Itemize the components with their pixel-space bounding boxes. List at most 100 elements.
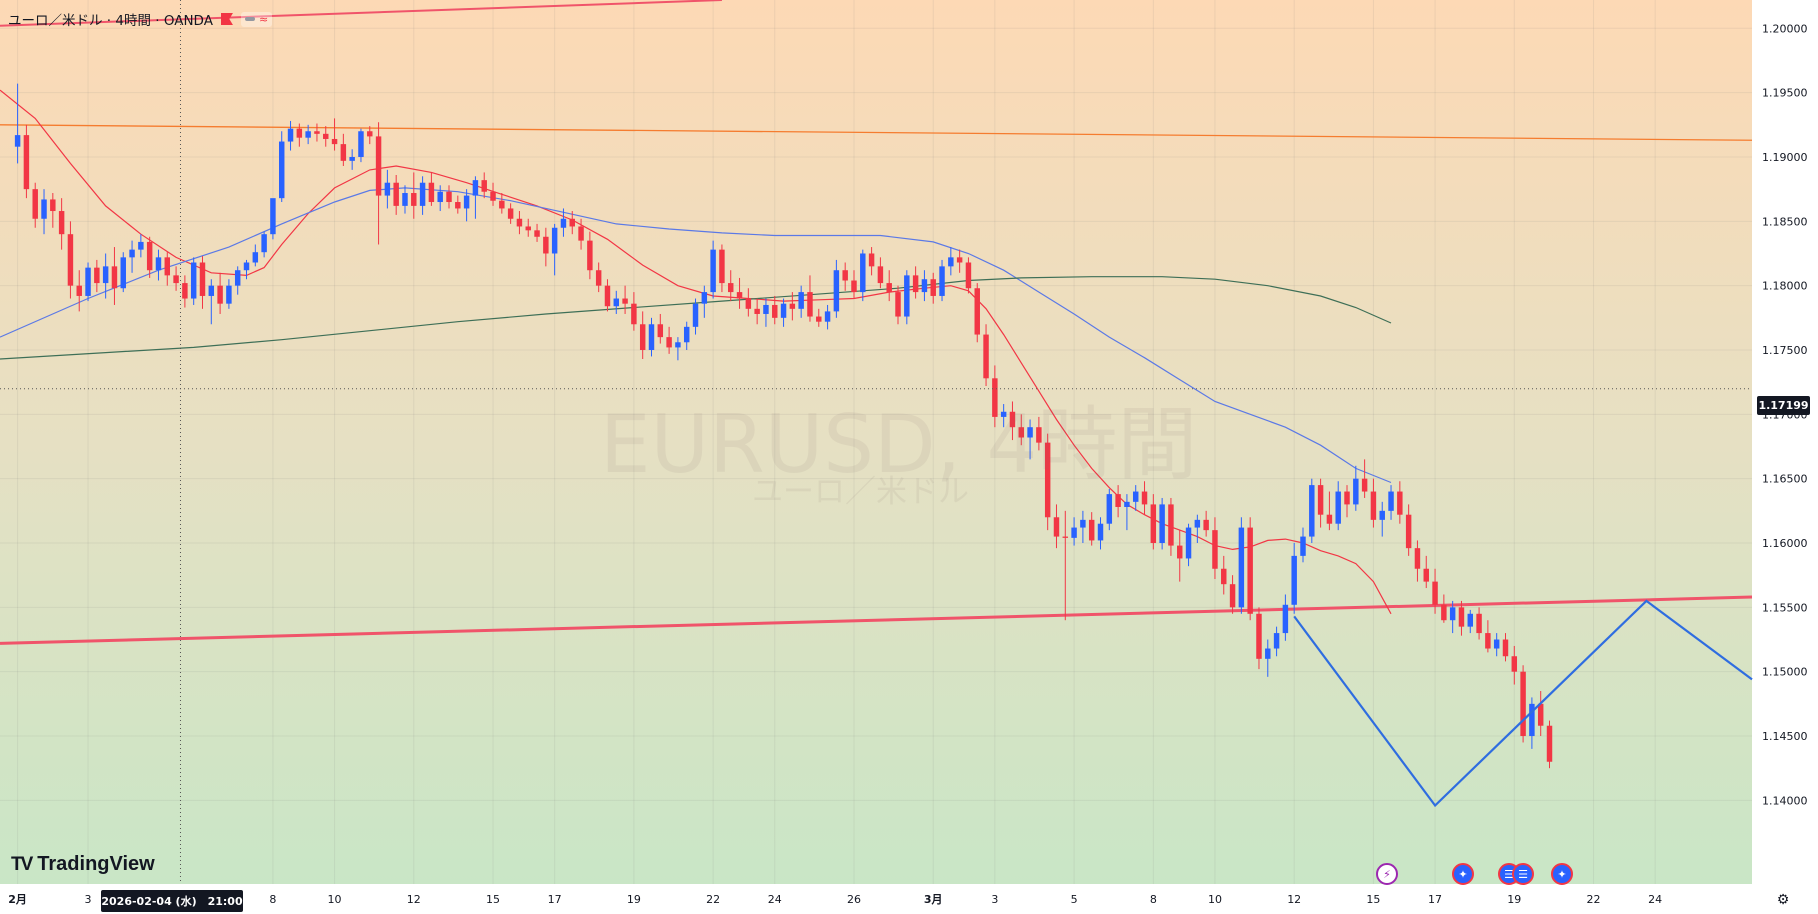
- candle[interactable]: [270, 198, 276, 240]
- candle[interactable]: [543, 227, 549, 267]
- candle[interactable]: [1168, 497, 1174, 556]
- candle[interactable]: [85, 262, 91, 302]
- candle[interactable]: [851, 270, 857, 299]
- candle[interactable]: [613, 290, 620, 314]
- candle[interactable]: [701, 285, 708, 318]
- candle[interactable]: [155, 249, 162, 281]
- candle[interactable]: [1388, 485, 1394, 520]
- candle[interactable]: [631, 292, 637, 331]
- tradingview-logo[interactable]: TV TradingView: [11, 853, 155, 876]
- candle[interactable]: [683, 321, 690, 350]
- candle[interactable]: [234, 266, 241, 295]
- candle[interactable]: [833, 259, 840, 318]
- candle[interactable]: [710, 240, 716, 299]
- candle[interactable]: [58, 198, 65, 250]
- candle[interactable]: [375, 122, 382, 245]
- candle[interactable]: [50, 193, 56, 228]
- candle[interactable]: [1088, 512, 1095, 546]
- flag-icon[interactable]: [220, 13, 233, 25]
- candle[interactable]: [164, 252, 171, 286]
- candle[interactable]: [1370, 478, 1377, 528]
- candle[interactable]: [860, 249, 866, 302]
- candle[interactable]: [278, 131, 285, 203]
- candle[interactable]: [666, 326, 672, 354]
- candle[interactable]: [419, 176, 426, 215]
- candle[interactable]: [1423, 555, 1429, 589]
- candle[interactable]: [1467, 609, 1474, 634]
- candle[interactable]: [296, 123, 303, 147]
- candle[interactable]: [1546, 720, 1553, 769]
- candle[interactable]: [463, 189, 470, 222]
- symbol-title[interactable]: ユーロ／米ドル · 4時間 · OANDA: [8, 13, 213, 29]
- candle[interactable]: [455, 195, 461, 214]
- candle[interactable]: [983, 324, 989, 387]
- candle[interactable]: [120, 252, 126, 293]
- candle[interactable]: [1132, 485, 1139, 511]
- candle[interactable]: [1265, 639, 1271, 677]
- candle[interactable]: [182, 275, 188, 308]
- candle[interactable]: [226, 279, 232, 309]
- candle[interactable]: [1414, 540, 1421, 582]
- candle[interactable]: [411, 172, 417, 219]
- candle[interactable]: [595, 262, 602, 293]
- candle[interactable]: [1000, 404, 1007, 428]
- candle[interactable]: [1185, 523, 1192, 567]
- candle[interactable]: [393, 174, 399, 215]
- candle[interactable]: [807, 275, 813, 322]
- candle[interactable]: [76, 270, 82, 312]
- candle[interactable]: [1194, 514, 1201, 544]
- candle[interactable]: [1062, 510, 1069, 621]
- candle[interactable]: [525, 218, 531, 237]
- time-axis[interactable]: 2月 3 8 10 12 15 17 19 22 24 26 3月 3 5 8 10 12 15 17 19 22 24: [8, 893, 1662, 906]
- candle[interactable]: [208, 279, 215, 325]
- candle[interactable]: [877, 257, 884, 289]
- candle[interactable]: [41, 189, 47, 235]
- candle[interactable]: [402, 185, 408, 214]
- candle[interactable]: [199, 256, 206, 309]
- candle[interactable]: [692, 298, 699, 335]
- time-axis-background[interactable]: [0, 884, 1818, 914]
- candle[interactable]: [384, 169, 391, 209]
- candle[interactable]: [1485, 620, 1491, 653]
- candle[interactable]: [23, 124, 30, 199]
- eu-flag-icon[interactable]: ✦: [1452, 863, 1474, 885]
- candle[interactable]: [622, 285, 628, 314]
- candle[interactable]: [974, 283, 980, 343]
- candle[interactable]: [490, 182, 496, 206]
- candle[interactable]: [639, 311, 646, 360]
- candle[interactable]: [1502, 633, 1509, 662]
- candle[interactable]: [921, 270, 928, 302]
- candle[interactable]: [939, 259, 945, 302]
- candle[interactable]: [1036, 416, 1042, 451]
- candle[interactable]: [816, 308, 822, 327]
- candle[interactable]: [1256, 607, 1262, 670]
- candle[interactable]: [1326, 491, 1333, 531]
- candle[interactable]: [243, 259, 250, 280]
- candle[interactable]: [252, 244, 259, 267]
- candle[interactable]: [111, 247, 118, 305]
- candle[interactable]: [1529, 697, 1535, 749]
- candle[interactable]: [868, 247, 875, 276]
- candle[interactable]: [824, 304, 831, 330]
- candle[interactable]: [1432, 568, 1438, 614]
- candle[interactable]: [1150, 494, 1157, 550]
- candle[interactable]: [446, 185, 452, 209]
- candle[interactable]: [1044, 433, 1051, 531]
- candle[interactable]: [261, 231, 267, 258]
- candle[interactable]: [789, 292, 796, 321]
- candle[interactable]: [1018, 414, 1024, 446]
- candle[interactable]: [358, 128, 364, 163]
- candle[interactable]: [146, 236, 153, 278]
- candle[interactable]: [569, 211, 575, 235]
- candle[interactable]: [499, 193, 505, 214]
- candle[interactable]: [956, 249, 963, 273]
- candle[interactable]: [745, 288, 752, 317]
- candle[interactable]: [1273, 626, 1280, 657]
- candle[interactable]: [736, 277, 743, 309]
- candle[interactable]: [604, 279, 611, 312]
- candle[interactable]: [32, 182, 38, 228]
- candle[interactable]: [1141, 481, 1148, 515]
- candle[interactable]: [754, 298, 760, 325]
- candle[interactable]: [1458, 600, 1465, 636]
